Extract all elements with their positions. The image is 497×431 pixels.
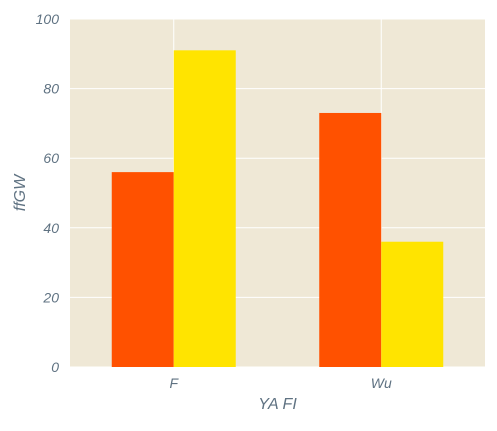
- y-tick-label: 80: [43, 81, 59, 97]
- y-tick-label: 60: [43, 150, 59, 166]
- bars: [111, 50, 444, 368]
- y-tick-label: 20: [42, 289, 59, 305]
- x-tick-label: Wu: [371, 375, 392, 391]
- bar-f-left: [111, 172, 174, 367]
- x-tick-label: F: [169, 375, 179, 391]
- x-axis-title: YA FI: [258, 396, 297, 413]
- y-tick-labels: 0 20 40 60 80 100: [36, 11, 60, 375]
- bar-wu-left: [319, 112, 382, 368]
- y-axis-title: ffGW: [12, 173, 29, 211]
- bar-f-right: [173, 50, 236, 367]
- x-tick-labels: F Wu: [169, 375, 391, 391]
- y-tick-label: 0: [51, 359, 59, 375]
- y-tick-label: 100: [36, 11, 60, 27]
- bar-wu-right: [381, 241, 444, 367]
- y-tick-label: 40: [43, 220, 59, 236]
